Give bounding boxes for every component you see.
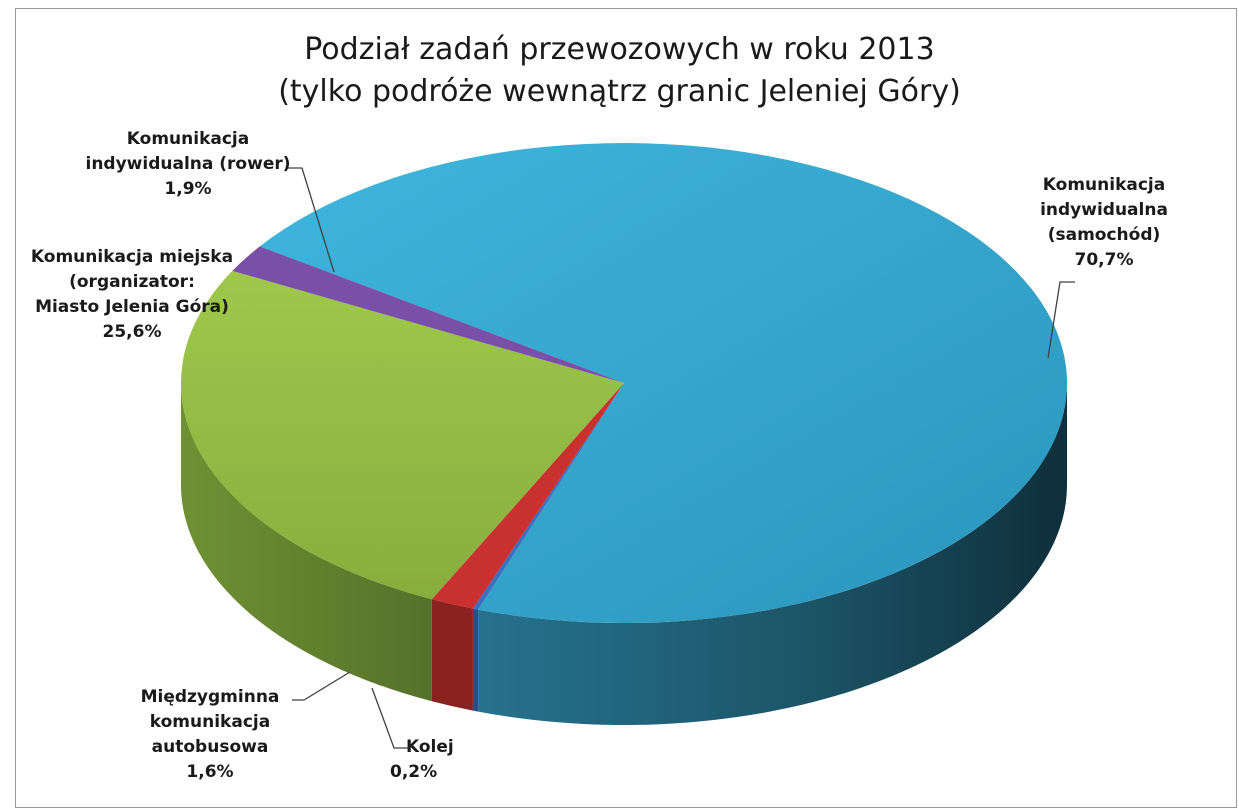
slice-kolej-side [472, 608, 479, 712]
slice-label-kolej: Kolej 0,2% [390, 735, 454, 785]
slice-value-autobus: 1,6% [186, 762, 234, 782]
slice-label-miejska: Komunikacja miejska (organizator: Miasto… [22, 245, 242, 345]
leader-samochod [1047, 281, 1075, 359]
chart-title: Podział zadań przewozowych w roku 2013 [304, 32, 935, 67]
slice-samochod [259, 142, 1068, 623]
leader-autobus [292, 671, 351, 701]
slice-autobus-side [431, 599, 473, 711]
chart-subtitle: (tylko podróże wewnątrz granic Jeleniej … [278, 74, 961, 109]
slice-label-autobus: Międzygminna komunikacja autobusowa 1,6% [130, 685, 290, 785]
slice-value-kolej: 0,2% [390, 762, 438, 782]
slice-value-miejska: 25,6% [102, 322, 162, 342]
slice-label-samochod: Komunikacja indywidualna (samochód) 70,7… [1034, 173, 1174, 273]
slice-kolej [472, 383, 624, 610]
slice-rower [232, 246, 624, 383]
slice-value-samochod: 70,7% [1074, 250, 1134, 270]
slice-miejska-side [181, 383, 432, 702]
slice-samochod-side [478, 383, 1068, 725]
leader-kolej [371, 687, 408, 749]
slice-autobus [431, 383, 624, 609]
slice-value-rower: 1,9% [164, 179, 212, 199]
slice-miejska [180, 270, 625, 600]
leader-rower [288, 167, 335, 273]
slice-label-rower: Komunikacja indywidualna (rower) 1,9% [78, 127, 298, 202]
